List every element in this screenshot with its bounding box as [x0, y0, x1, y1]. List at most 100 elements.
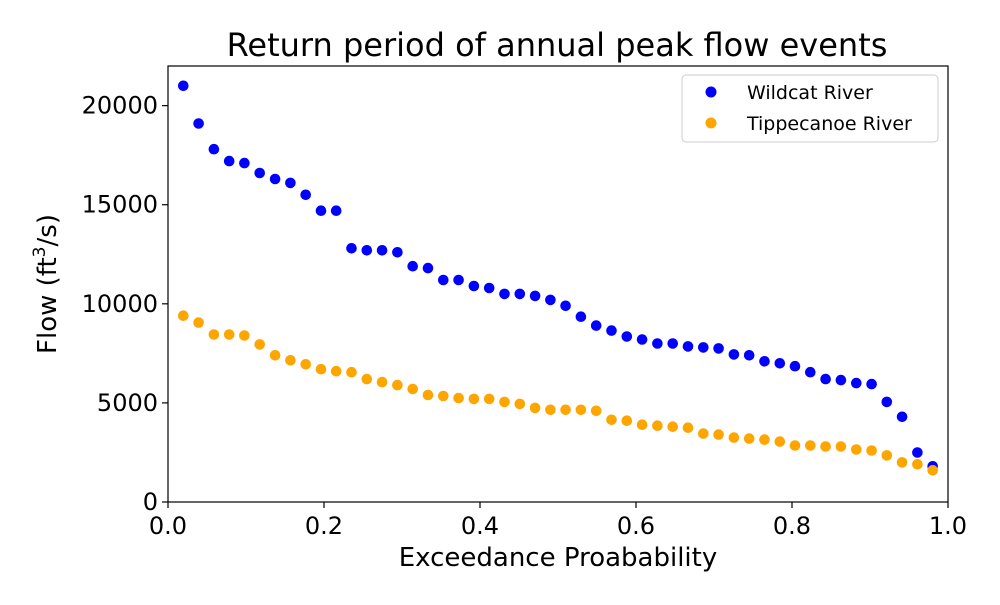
x-axis-label: Exceedance Proabability [399, 543, 718, 573]
data-point [361, 373, 373, 385]
data-point [438, 390, 449, 402]
data-point [774, 436, 786, 447]
y-tick-label: 0 [143, 488, 158, 516]
data-point [239, 330, 250, 341]
data-point [453, 274, 464, 286]
data-point [820, 373, 831, 385]
data-point [193, 118, 204, 129]
data-point [789, 440, 801, 451]
y-axis: 0 5000 10000 15000 20000 [82, 92, 168, 516]
data-point [376, 245, 388, 256]
legend-marker-wildcat [705, 86, 717, 98]
data-point [254, 167, 265, 179]
data-point [866, 378, 877, 390]
data-point [208, 329, 220, 340]
series-1 [178, 310, 938, 476]
data-point [392, 247, 403, 258]
data-point [560, 300, 571, 312]
data-point [682, 341, 694, 352]
legend-label-wildcat: Wildcat River [747, 82, 873, 104]
x-tick-label: 1.0 [929, 512, 967, 540]
data-point [223, 329, 235, 340]
data-point [698, 342, 709, 353]
data-point [499, 396, 510, 408]
data-point [193, 317, 204, 328]
data-point [483, 393, 495, 405]
data-point [759, 356, 770, 367]
data-point [743, 350, 755, 361]
data-point [178, 310, 189, 322]
data-point [590, 320, 602, 331]
data-point [759, 434, 770, 445]
data-point [851, 377, 862, 389]
data-point [285, 355, 296, 366]
legend: Wildcat River Tippecanoe River [681, 74, 939, 143]
data-point [743, 433, 755, 444]
data-point [774, 358, 786, 369]
data-point [545, 294, 556, 306]
y-axis-label: Flow (ft3/s) [30, 214, 63, 354]
data-point [239, 157, 250, 169]
data-point [392, 379, 403, 391]
data-point [376, 376, 388, 388]
data-point [652, 420, 663, 432]
data-point [820, 441, 831, 452]
data-point [606, 414, 617, 426]
y-tick-label: 20000 [82, 92, 158, 120]
data-point [315, 205, 327, 216]
data-point [896, 411, 908, 423]
x-tick-label: 0.0 [149, 512, 187, 540]
data-point [851, 444, 862, 455]
data-point [896, 457, 908, 468]
data-point [927, 465, 938, 476]
data-point [912, 447, 923, 458]
plot-frame [167, 65, 949, 503]
data-point [407, 260, 419, 272]
data-point [713, 343, 724, 354]
data-point [667, 338, 678, 349]
data-point [315, 363, 327, 375]
series-0 [178, 80, 938, 472]
x-tick-label: 0.6 [617, 512, 655, 540]
data-point [529, 290, 541, 302]
y-tick-label: 15000 [82, 191, 158, 219]
data-point [728, 349, 740, 360]
data-point [545, 404, 556, 416]
data-point [269, 350, 281, 361]
data-point [407, 383, 419, 395]
data-point [208, 143, 220, 155]
x-tick-label: 0.4 [461, 512, 499, 540]
data-point [698, 428, 709, 439]
data-point [178, 80, 189, 92]
data-point [621, 331, 633, 342]
data-point [682, 422, 694, 434]
data-point [300, 359, 312, 370]
y-tick-label: 10000 [82, 290, 158, 318]
data-point [514, 288, 526, 300]
data-point [835, 441, 847, 452]
data-point [866, 445, 877, 456]
data-point [881, 450, 893, 461]
data-point [285, 177, 296, 189]
data-point [560, 404, 571, 416]
data-point [483, 282, 495, 294]
data-point [881, 396, 893, 408]
data-point [361, 245, 373, 256]
data-point [514, 398, 526, 410]
data-point [912, 459, 923, 470]
data-point [575, 404, 587, 416]
data-point [636, 334, 648, 345]
data-point [789, 360, 801, 372]
x-tick-label: 0.2 [305, 512, 343, 540]
data-point [346, 243, 357, 254]
data-point [529, 402, 541, 414]
plot-area [178, 80, 938, 476]
data-point [805, 366, 816, 378]
data-point [835, 374, 847, 386]
data-point [606, 325, 617, 336]
data-point [468, 280, 480, 292]
data-point [346, 366, 357, 378]
data-point [422, 262, 434, 274]
